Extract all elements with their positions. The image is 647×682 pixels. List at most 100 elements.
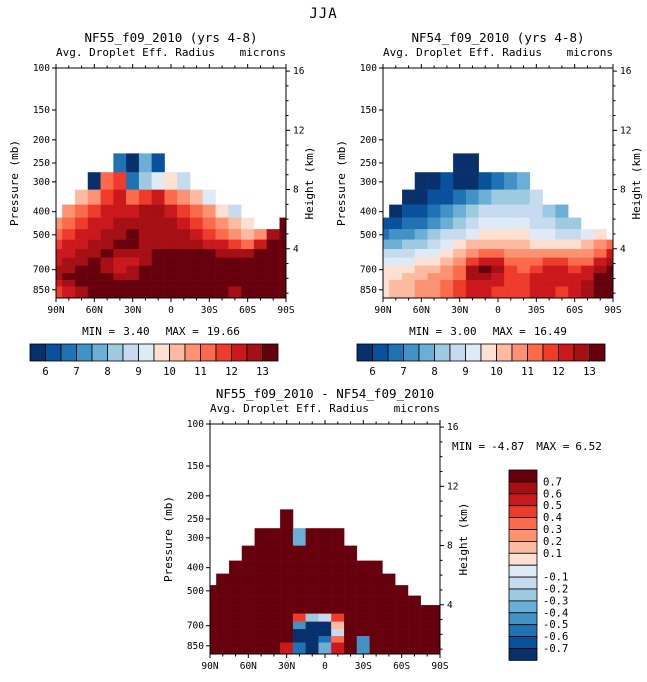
latitude-tick-label: 60N xyxy=(240,661,257,672)
contour-cell xyxy=(216,613,230,622)
contour-cell xyxy=(606,257,614,266)
contour-cell xyxy=(164,217,178,230)
contour-cell xyxy=(177,265,191,274)
contour-cell xyxy=(229,595,243,606)
contour-cell xyxy=(216,629,230,637)
contour-cell xyxy=(190,204,204,218)
min-label: MIN = xyxy=(409,325,443,338)
contour-cell xyxy=(440,172,454,190)
contour-cell xyxy=(138,172,152,190)
contour-cell xyxy=(62,229,76,240)
contour-cell xyxy=(517,280,531,287)
contour-cell xyxy=(478,239,492,250)
contour-cell xyxy=(580,286,594,299)
contour-cell xyxy=(427,265,441,274)
contour-cell xyxy=(382,229,390,240)
contour-cell xyxy=(113,153,127,173)
contour-cell xyxy=(292,585,306,596)
contour-cell xyxy=(164,172,178,190)
contour-cell xyxy=(440,249,454,258)
colorbar-box xyxy=(542,343,559,362)
pressure-axis-label: Pressure (mb) xyxy=(335,140,348,226)
contour-cell xyxy=(202,265,216,274)
contour-cell xyxy=(279,280,287,287)
pressure-tick-label: 200 xyxy=(33,135,50,146)
contour-cell xyxy=(164,286,178,299)
contour-cell xyxy=(478,172,492,190)
contour-cell xyxy=(318,629,332,637)
contour-cell xyxy=(529,265,543,274)
contour-cell xyxy=(389,239,403,250)
contour-cell xyxy=(427,172,441,190)
contour-cell xyxy=(228,286,242,299)
contour-cell xyxy=(478,229,492,240)
contour-cell xyxy=(414,229,428,240)
contour-cell xyxy=(241,585,255,596)
colorbar-box xyxy=(231,343,248,362)
pressure-tick-label: 300 xyxy=(33,177,50,188)
contour-cell xyxy=(402,229,416,240)
contour-cell xyxy=(395,629,409,637)
pressure-tick-label: 250 xyxy=(187,514,204,525)
contour-cell xyxy=(407,636,421,643)
contour-cell xyxy=(356,560,370,574)
contour-cell xyxy=(266,257,280,266)
contour-cell xyxy=(138,286,152,299)
contour-cell xyxy=(402,204,416,218)
height-tick-label: 4 xyxy=(620,244,626,255)
contour-cell xyxy=(517,257,531,266)
contour-cell xyxy=(113,257,127,266)
contour-cell xyxy=(318,585,332,596)
contour-cell xyxy=(491,217,505,230)
contour-cell xyxy=(113,172,127,190)
contour-cell xyxy=(113,286,127,299)
contour-cell xyxy=(113,273,127,281)
contour-cell xyxy=(465,204,479,218)
contour-cell xyxy=(593,239,607,250)
pressure-tick-label: 300 xyxy=(360,177,377,188)
contour-cell xyxy=(389,204,403,218)
panel-subtitle: Avg. Droplet Eff. Radius xyxy=(210,402,369,415)
latitude-tick-label: 90S xyxy=(431,661,448,672)
contour-cell xyxy=(504,286,518,299)
contour-cell xyxy=(593,229,607,240)
contour-cell xyxy=(305,629,319,637)
contour-cell xyxy=(305,545,319,561)
height-tick-label: 16 xyxy=(620,66,632,77)
contour-cell xyxy=(356,605,370,614)
contour-cell xyxy=(593,286,607,299)
contour-cell xyxy=(318,613,332,622)
contour-cell xyxy=(138,153,152,173)
contour-cell xyxy=(177,189,191,205)
contour-cell xyxy=(62,204,76,218)
pressure-axis-label: Pressure (mb) xyxy=(8,140,21,226)
contour-cell xyxy=(241,239,255,250)
latitude-tick-label: 60S xyxy=(239,305,256,316)
contour-cell xyxy=(202,239,216,250)
contour-cell xyxy=(229,629,243,637)
contour-cell xyxy=(331,573,345,586)
min-value: 3.00 xyxy=(450,325,477,338)
contour-cell xyxy=(138,257,152,266)
contour-cell xyxy=(420,636,434,643)
contour-cell xyxy=(395,585,409,596)
contour-cell xyxy=(267,613,281,622)
contour-cell xyxy=(420,642,434,655)
contour-cell xyxy=(305,585,319,596)
contour-cell xyxy=(305,595,319,606)
contour-cell xyxy=(402,273,416,281)
contour-cell xyxy=(202,229,216,240)
colorbar-box xyxy=(122,343,139,362)
colorbar-tick-label: 10 xyxy=(490,366,503,378)
contour-cell xyxy=(190,239,204,250)
contour-cell xyxy=(164,257,178,266)
pressure-tick-label: 100 xyxy=(33,63,50,74)
latitude-tick-label: 90S xyxy=(604,305,621,316)
contour-cell xyxy=(138,280,152,287)
contour-cell xyxy=(593,273,607,281)
contour-cell xyxy=(202,273,216,281)
contour-cell xyxy=(113,280,127,287)
contour-cell xyxy=(87,273,101,281)
contour-cell xyxy=(580,229,594,240)
contour-cell xyxy=(267,629,281,637)
